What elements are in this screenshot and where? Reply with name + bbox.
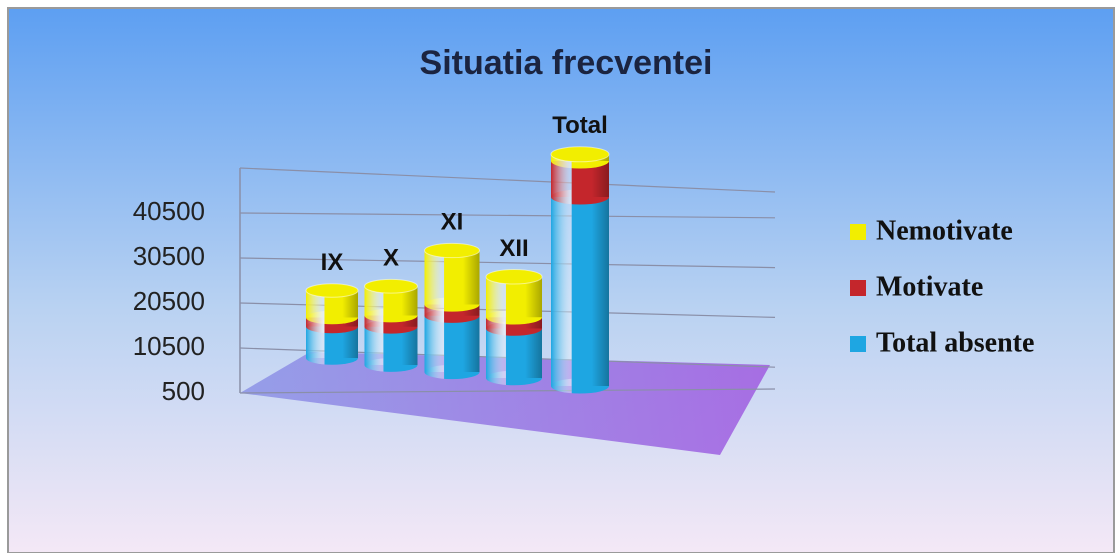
category-label: XII xyxy=(499,235,528,262)
legend-swatch xyxy=(850,224,866,240)
grid-line xyxy=(239,388,776,394)
cylinder-shadow xyxy=(551,197,609,386)
legend-swatch xyxy=(850,336,866,352)
category-label: Total xyxy=(552,112,608,139)
wall-top xyxy=(239,167,776,193)
legend-label: Nemotivate xyxy=(876,215,1013,246)
cylinder-top xyxy=(305,283,359,298)
cylinder-top xyxy=(485,268,543,285)
legend-label: Motivate xyxy=(876,271,983,302)
chart-title: Situatia frecventei xyxy=(420,44,713,82)
legend-swatch xyxy=(850,280,866,296)
floor xyxy=(240,352,770,455)
legend-label: Total absente xyxy=(876,327,1034,358)
cylinder-shadow xyxy=(424,250,480,305)
y-tick-label: 10500 xyxy=(133,331,205,361)
cylinder-shadow xyxy=(424,315,480,372)
cylinder-shadow xyxy=(486,328,542,378)
y-tick-label: 30500 xyxy=(133,241,205,271)
y-tick-label: 40500 xyxy=(133,196,205,226)
category-label: XI xyxy=(441,209,464,236)
y-tick-label: 500 xyxy=(162,376,205,406)
y-tick-label: 20500 xyxy=(133,286,205,316)
category-label: X xyxy=(383,245,399,272)
grid-line xyxy=(239,212,776,219)
category-label: IX xyxy=(321,249,344,276)
grid-line xyxy=(239,257,776,269)
cylinder-top xyxy=(550,146,610,163)
cylinder-top xyxy=(364,278,418,294)
cylinder-top xyxy=(424,242,480,259)
